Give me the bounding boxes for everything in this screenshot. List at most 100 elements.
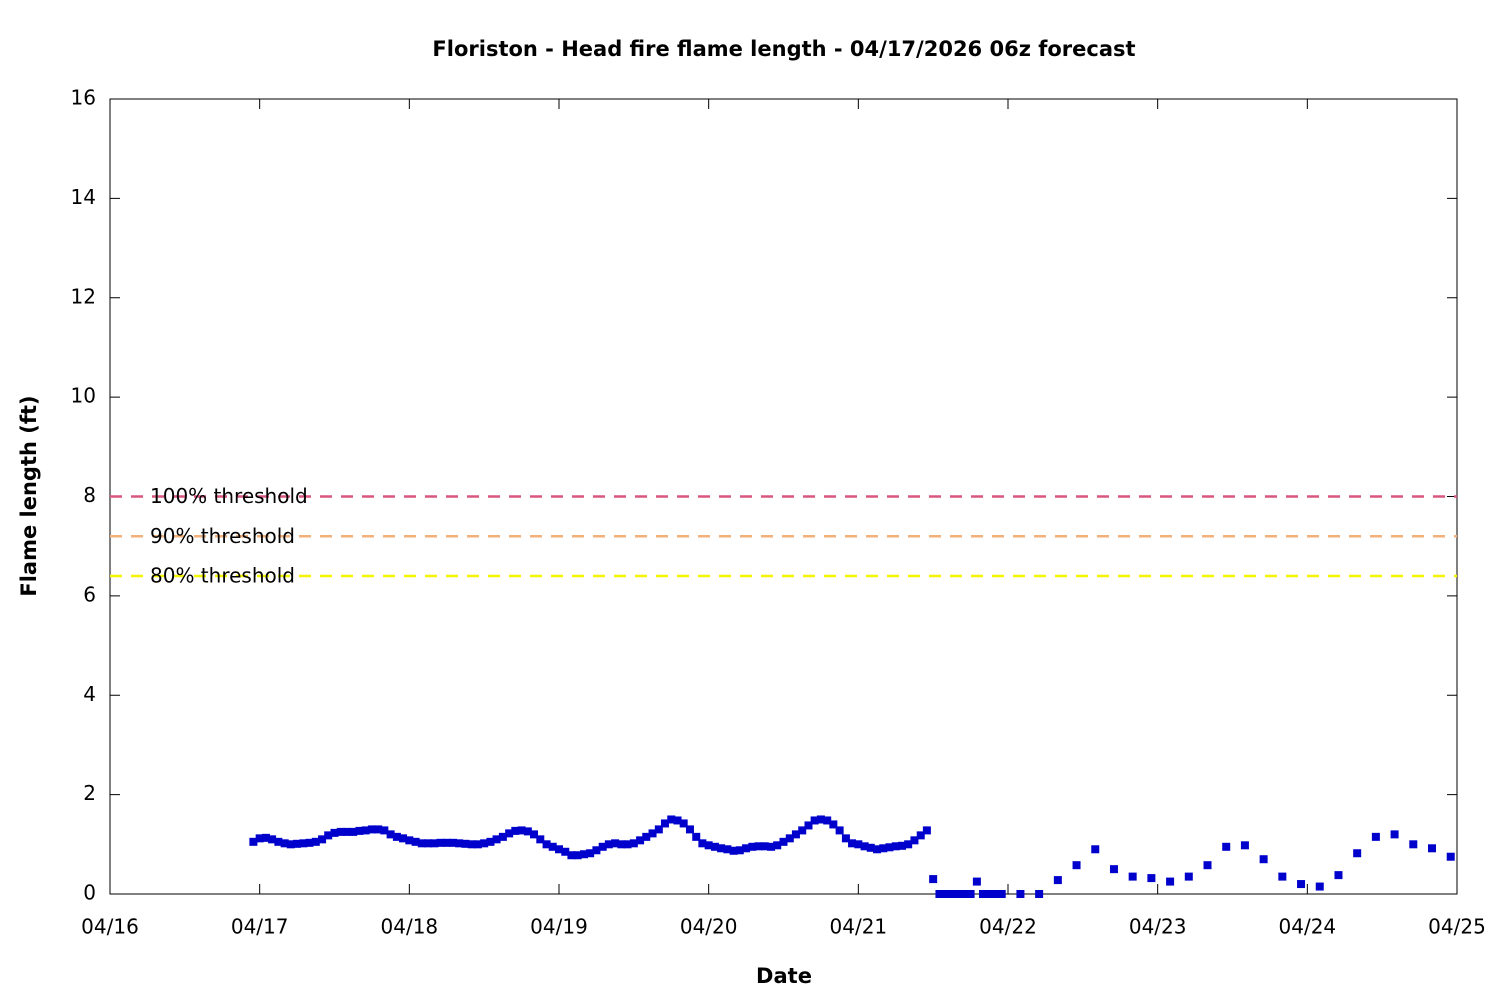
point [286,840,295,849]
chart-title: Floriston - Head fire flame length - 04/… [432,37,1135,61]
point [274,837,283,846]
point [473,840,482,849]
point [985,890,994,898]
point [692,832,701,841]
point [916,831,925,840]
threshold-label: 90% threshold [150,524,295,548]
point [1184,872,1193,881]
point [449,838,458,847]
point [311,837,320,846]
x-tick-label: 04/25 [1428,915,1486,939]
y-tick-label: 2 [83,781,96,805]
point [922,826,931,835]
point [336,827,345,836]
point [885,843,894,852]
point [791,830,800,839]
point [742,844,751,853]
point [349,827,358,836]
point [324,831,333,840]
point [255,834,264,843]
point [723,845,732,854]
point [660,819,669,828]
point [555,845,563,854]
point [860,842,869,851]
point [960,890,969,898]
point [873,845,882,854]
point [305,838,314,847]
point [1053,876,1062,885]
point [1222,842,1231,851]
y-tick-label: 14 [71,185,96,209]
point [835,826,844,835]
point [261,833,270,842]
point [380,826,389,835]
point [318,835,327,844]
point [567,851,576,860]
point [249,837,258,846]
point [1297,880,1306,889]
point [898,841,907,850]
point [667,815,676,824]
point [530,830,539,839]
point [935,890,944,898]
point [367,825,376,834]
point [673,816,682,825]
point [342,827,351,836]
point [573,851,582,860]
y-tick-label: 8 [83,483,96,507]
point [1072,861,1081,870]
point [785,834,794,843]
point [698,839,707,848]
point [511,826,520,835]
point [1166,877,1175,886]
x-tick-label: 04/17 [231,915,289,939]
point [910,836,919,845]
x-tick-label: 04/18 [381,915,439,939]
point [685,825,694,834]
point [467,840,476,849]
point [405,836,414,845]
point [1259,855,1268,864]
point [648,829,657,838]
x-axis-label: Date [756,964,812,988]
point [1035,890,1044,898]
point [1334,871,1343,880]
point [810,816,819,825]
point [399,834,408,843]
point [654,825,663,834]
point [442,838,451,847]
point [642,832,651,841]
point [498,832,507,841]
point [611,839,620,848]
point [735,846,744,855]
point [1091,845,1100,854]
point [798,826,807,835]
point [492,835,501,844]
point [280,839,289,848]
point [330,828,339,837]
x-tick-label: 04/23 [1129,915,1187,939]
point [598,842,607,851]
point [1315,882,1324,891]
point [816,815,825,824]
point [854,840,863,849]
threshold-label: 80% threshold [150,564,295,588]
point [1278,872,1287,881]
point [636,836,645,845]
point [361,826,370,835]
point [430,839,439,848]
point [411,837,420,846]
point [617,840,626,849]
point [891,842,900,851]
point [866,843,875,852]
point [480,839,489,848]
x-tick-label: 04/16 [81,915,139,939]
point [486,837,495,846]
y-tick-label: 12 [71,284,96,308]
point [954,890,963,898]
point [972,877,981,886]
point [754,842,763,851]
point [586,849,595,858]
point [904,840,913,849]
point [548,842,557,851]
